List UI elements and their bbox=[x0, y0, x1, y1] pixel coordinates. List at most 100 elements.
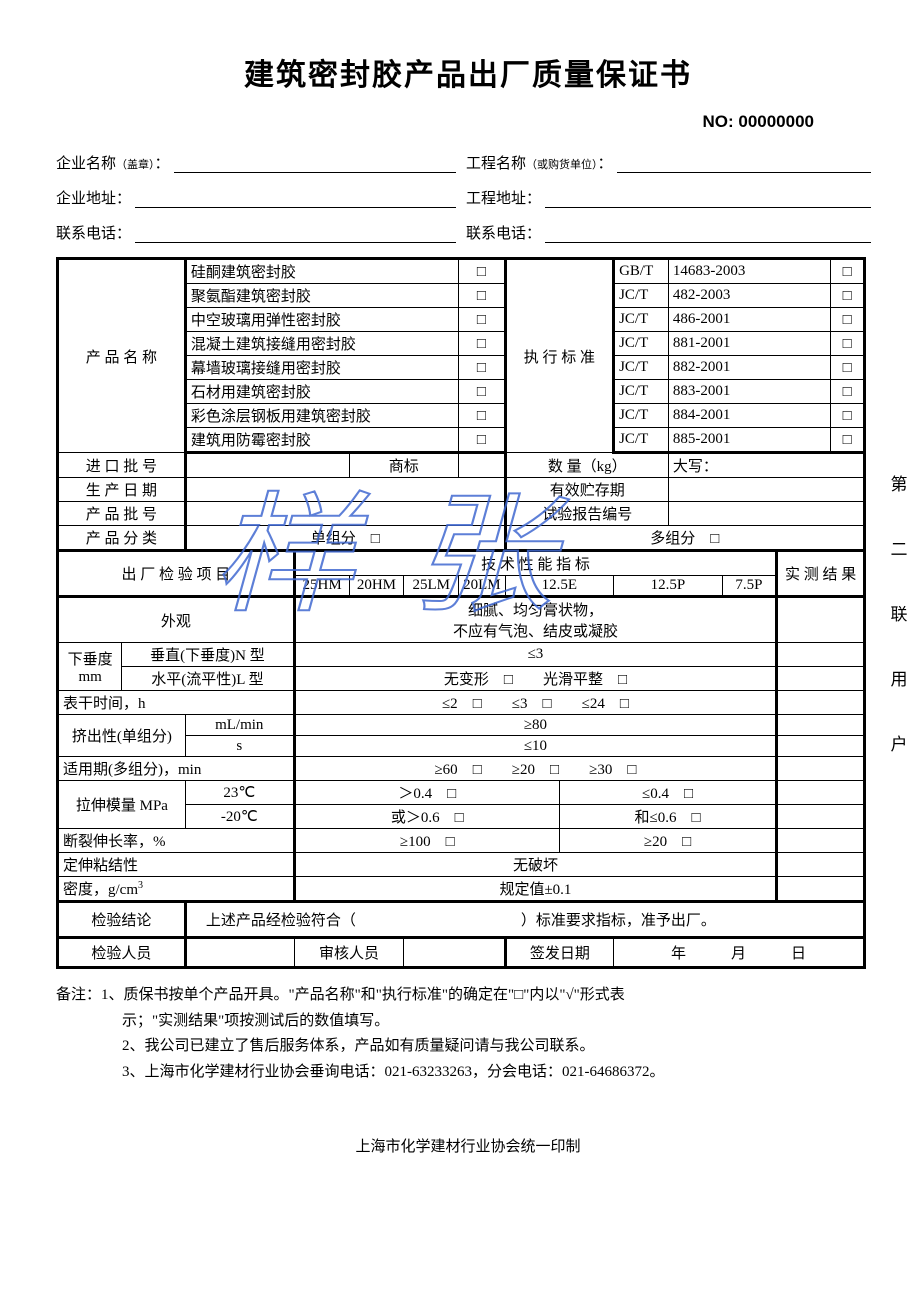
product-check-3[interactable]: □ bbox=[459, 332, 506, 356]
tensile-n20-result[interactable] bbox=[777, 805, 865, 829]
appearance-label: 外观 bbox=[58, 597, 295, 643]
extrude-r1[interactable] bbox=[777, 715, 865, 736]
appearance-value: 细腻、均匀膏状物，不应有气泡、结皮或凝胶 bbox=[294, 597, 777, 643]
tack-free-value[interactable]: ≤2 □ ≤3 □ ≤24 □ bbox=[294, 691, 777, 715]
tensile-n20-label: -20℃ bbox=[185, 805, 294, 829]
density-label: 密度，g/cm3 bbox=[58, 877, 295, 902]
extrude-u2: s bbox=[185, 736, 294, 757]
product-2: 中空玻璃用弹性密封胶 bbox=[185, 308, 458, 332]
potlife-result[interactable] bbox=[777, 757, 865, 781]
std-num-0: 14683-2003 bbox=[668, 259, 830, 284]
tensile-n20-v2[interactable]: 和≤0.6 □ bbox=[559, 805, 776, 829]
multi-group[interactable]: 多组分 □ bbox=[505, 526, 864, 551]
extrude-v1: ≥80 bbox=[294, 715, 777, 736]
appearance-result[interactable] bbox=[777, 597, 865, 643]
grade-1: 20HM bbox=[349, 576, 404, 597]
product-3: 混凝土建筑接缝用密封胶 bbox=[185, 332, 458, 356]
result-header: 实 测 结 果 bbox=[777, 551, 865, 597]
prod-batch-label: 产 品 批 号 bbox=[58, 502, 186, 526]
test-report-field[interactable] bbox=[668, 502, 864, 526]
project-addr-field[interactable] bbox=[545, 192, 871, 208]
tensile-23-label: 23℃ bbox=[185, 781, 294, 805]
sag-v-result[interactable] bbox=[777, 643, 865, 667]
prod-batch-field[interactable] bbox=[185, 502, 505, 526]
sag-label: 下垂度mm bbox=[58, 643, 122, 691]
product-7: 建筑用防霉密封胶 bbox=[185, 428, 458, 453]
notes: 备注：1、质保书按单个产品开具。"产品名称"和"执行标准"的确定在"□"内以"√… bbox=[56, 983, 880, 1085]
product-check-4[interactable]: □ bbox=[459, 356, 506, 380]
sign-date-field[interactable]: 年 月 日 bbox=[614, 938, 865, 968]
standard-header: 执 行 标 准 bbox=[505, 259, 613, 453]
tack-free-result[interactable] bbox=[777, 691, 865, 715]
product-check-2[interactable]: □ bbox=[459, 308, 506, 332]
conclusion-text[interactable]: 上述产品经检验符合（ ）标准要求指标，准予出厂。 bbox=[185, 902, 864, 938]
company-addr-field[interactable] bbox=[135, 192, 456, 208]
valid-period-field[interactable] bbox=[668, 478, 864, 502]
sign-date-label: 签发日期 bbox=[505, 938, 613, 968]
std-check-7[interactable]: □ bbox=[831, 428, 865, 453]
sag-v-value: ≤3 bbox=[294, 643, 777, 667]
inspector-field[interactable] bbox=[185, 938, 294, 968]
std-check-2[interactable]: □ bbox=[831, 308, 865, 332]
single-group[interactable]: 单组分 □ bbox=[185, 526, 505, 551]
tensile-23-result[interactable] bbox=[777, 781, 865, 805]
product-check-7[interactable]: □ bbox=[459, 428, 506, 453]
elong-v2[interactable]: ≥20 □ bbox=[559, 829, 776, 853]
company-name-field[interactable] bbox=[174, 157, 456, 173]
grade-2: 25LM bbox=[404, 576, 459, 597]
sag-h-label: 水平(流平性)L 型 bbox=[122, 667, 294, 691]
density-result[interactable] bbox=[777, 877, 865, 902]
qty-label: 数 量（kg） bbox=[505, 453, 668, 478]
footer: 上海市化学建材行业协会统一印制 bbox=[56, 1135, 880, 1156]
product-check-0[interactable]: □ bbox=[459, 259, 506, 284]
project-phone-field[interactable] bbox=[545, 227, 871, 243]
density-value: 规定值±0.1 bbox=[294, 877, 777, 902]
elong-v1[interactable]: ≥100 □ bbox=[294, 829, 559, 853]
std-check-0[interactable]: □ bbox=[831, 259, 865, 284]
product-1: 聚氨酯建筑密封胶 bbox=[185, 284, 458, 308]
prod-date-field[interactable] bbox=[185, 478, 505, 502]
std-check-1[interactable]: □ bbox=[831, 284, 865, 308]
std-check-3[interactable]: □ bbox=[831, 332, 865, 356]
product-0: 硅酮建筑密封胶 bbox=[185, 259, 458, 284]
product-check-6[interactable]: □ bbox=[459, 404, 506, 428]
main-table: 产 品 名 称 硅酮建筑密封胶 □ 执 行 标 准 GB/T 14683-200… bbox=[56, 257, 866, 969]
elong-result[interactable] bbox=[777, 829, 865, 853]
import-batch-label: 进 口 批 号 bbox=[58, 453, 186, 478]
company-phone-field[interactable] bbox=[135, 227, 456, 243]
grade-0: 25HM bbox=[294, 576, 349, 597]
inspector-label: 检验人员 bbox=[58, 938, 186, 968]
tensile-23-v1[interactable]: ＞0.4 □ bbox=[294, 781, 559, 805]
adhesion-result[interactable] bbox=[777, 853, 865, 877]
sag-h-value[interactable]: 无变形 □ 光滑平整 □ bbox=[294, 667, 777, 691]
side-label: 第 二 联 用 户 bbox=[890, 470, 908, 795]
tensile-n20-v1[interactable]: 或＞0.6 □ bbox=[294, 805, 559, 829]
reviewer-field[interactable] bbox=[404, 938, 505, 968]
std-check-5[interactable]: □ bbox=[831, 380, 865, 404]
potlife-value[interactable]: ≥60 □ ≥20 □ ≥30 □ bbox=[294, 757, 777, 781]
grade-6: 7.5P bbox=[722, 576, 777, 597]
tack-free-label: 表干时间，h bbox=[58, 691, 295, 715]
tensile-23-v2[interactable]: ≤0.4 □ bbox=[559, 781, 776, 805]
product-5: 石材用建筑密封胶 bbox=[185, 380, 458, 404]
product-check-1[interactable]: □ bbox=[459, 284, 506, 308]
qty-field[interactable]: 大写： bbox=[668, 453, 864, 478]
tensile-label: 拉伸模量 MPa bbox=[58, 781, 186, 829]
sag-h-result[interactable] bbox=[777, 667, 865, 691]
grade-4: 12.5E bbox=[505, 576, 613, 597]
extrude-v2: ≤10 bbox=[294, 736, 777, 757]
product-6: 彩色涂层钢板用建筑密封胶 bbox=[185, 404, 458, 428]
serial-number: NO: 00000000 bbox=[56, 112, 880, 132]
extrude-label: 挤出性(单组分) bbox=[58, 715, 186, 757]
std-check-6[interactable]: □ bbox=[831, 404, 865, 428]
extrude-r2[interactable] bbox=[777, 736, 865, 757]
test-report-label: 试验报告编号 bbox=[505, 502, 668, 526]
project-name-field[interactable] bbox=[617, 157, 871, 173]
product-check-5[interactable]: □ bbox=[459, 380, 506, 404]
elong-label: 断裂伸长率，% bbox=[58, 829, 295, 853]
trademark-field[interactable] bbox=[459, 453, 506, 478]
std-prefix-0: GB/T bbox=[614, 259, 669, 284]
potlife-label: 适用期(多组分)，min bbox=[58, 757, 295, 781]
std-check-4[interactable]: □ bbox=[831, 356, 865, 380]
import-batch-field[interactable] bbox=[185, 453, 349, 478]
